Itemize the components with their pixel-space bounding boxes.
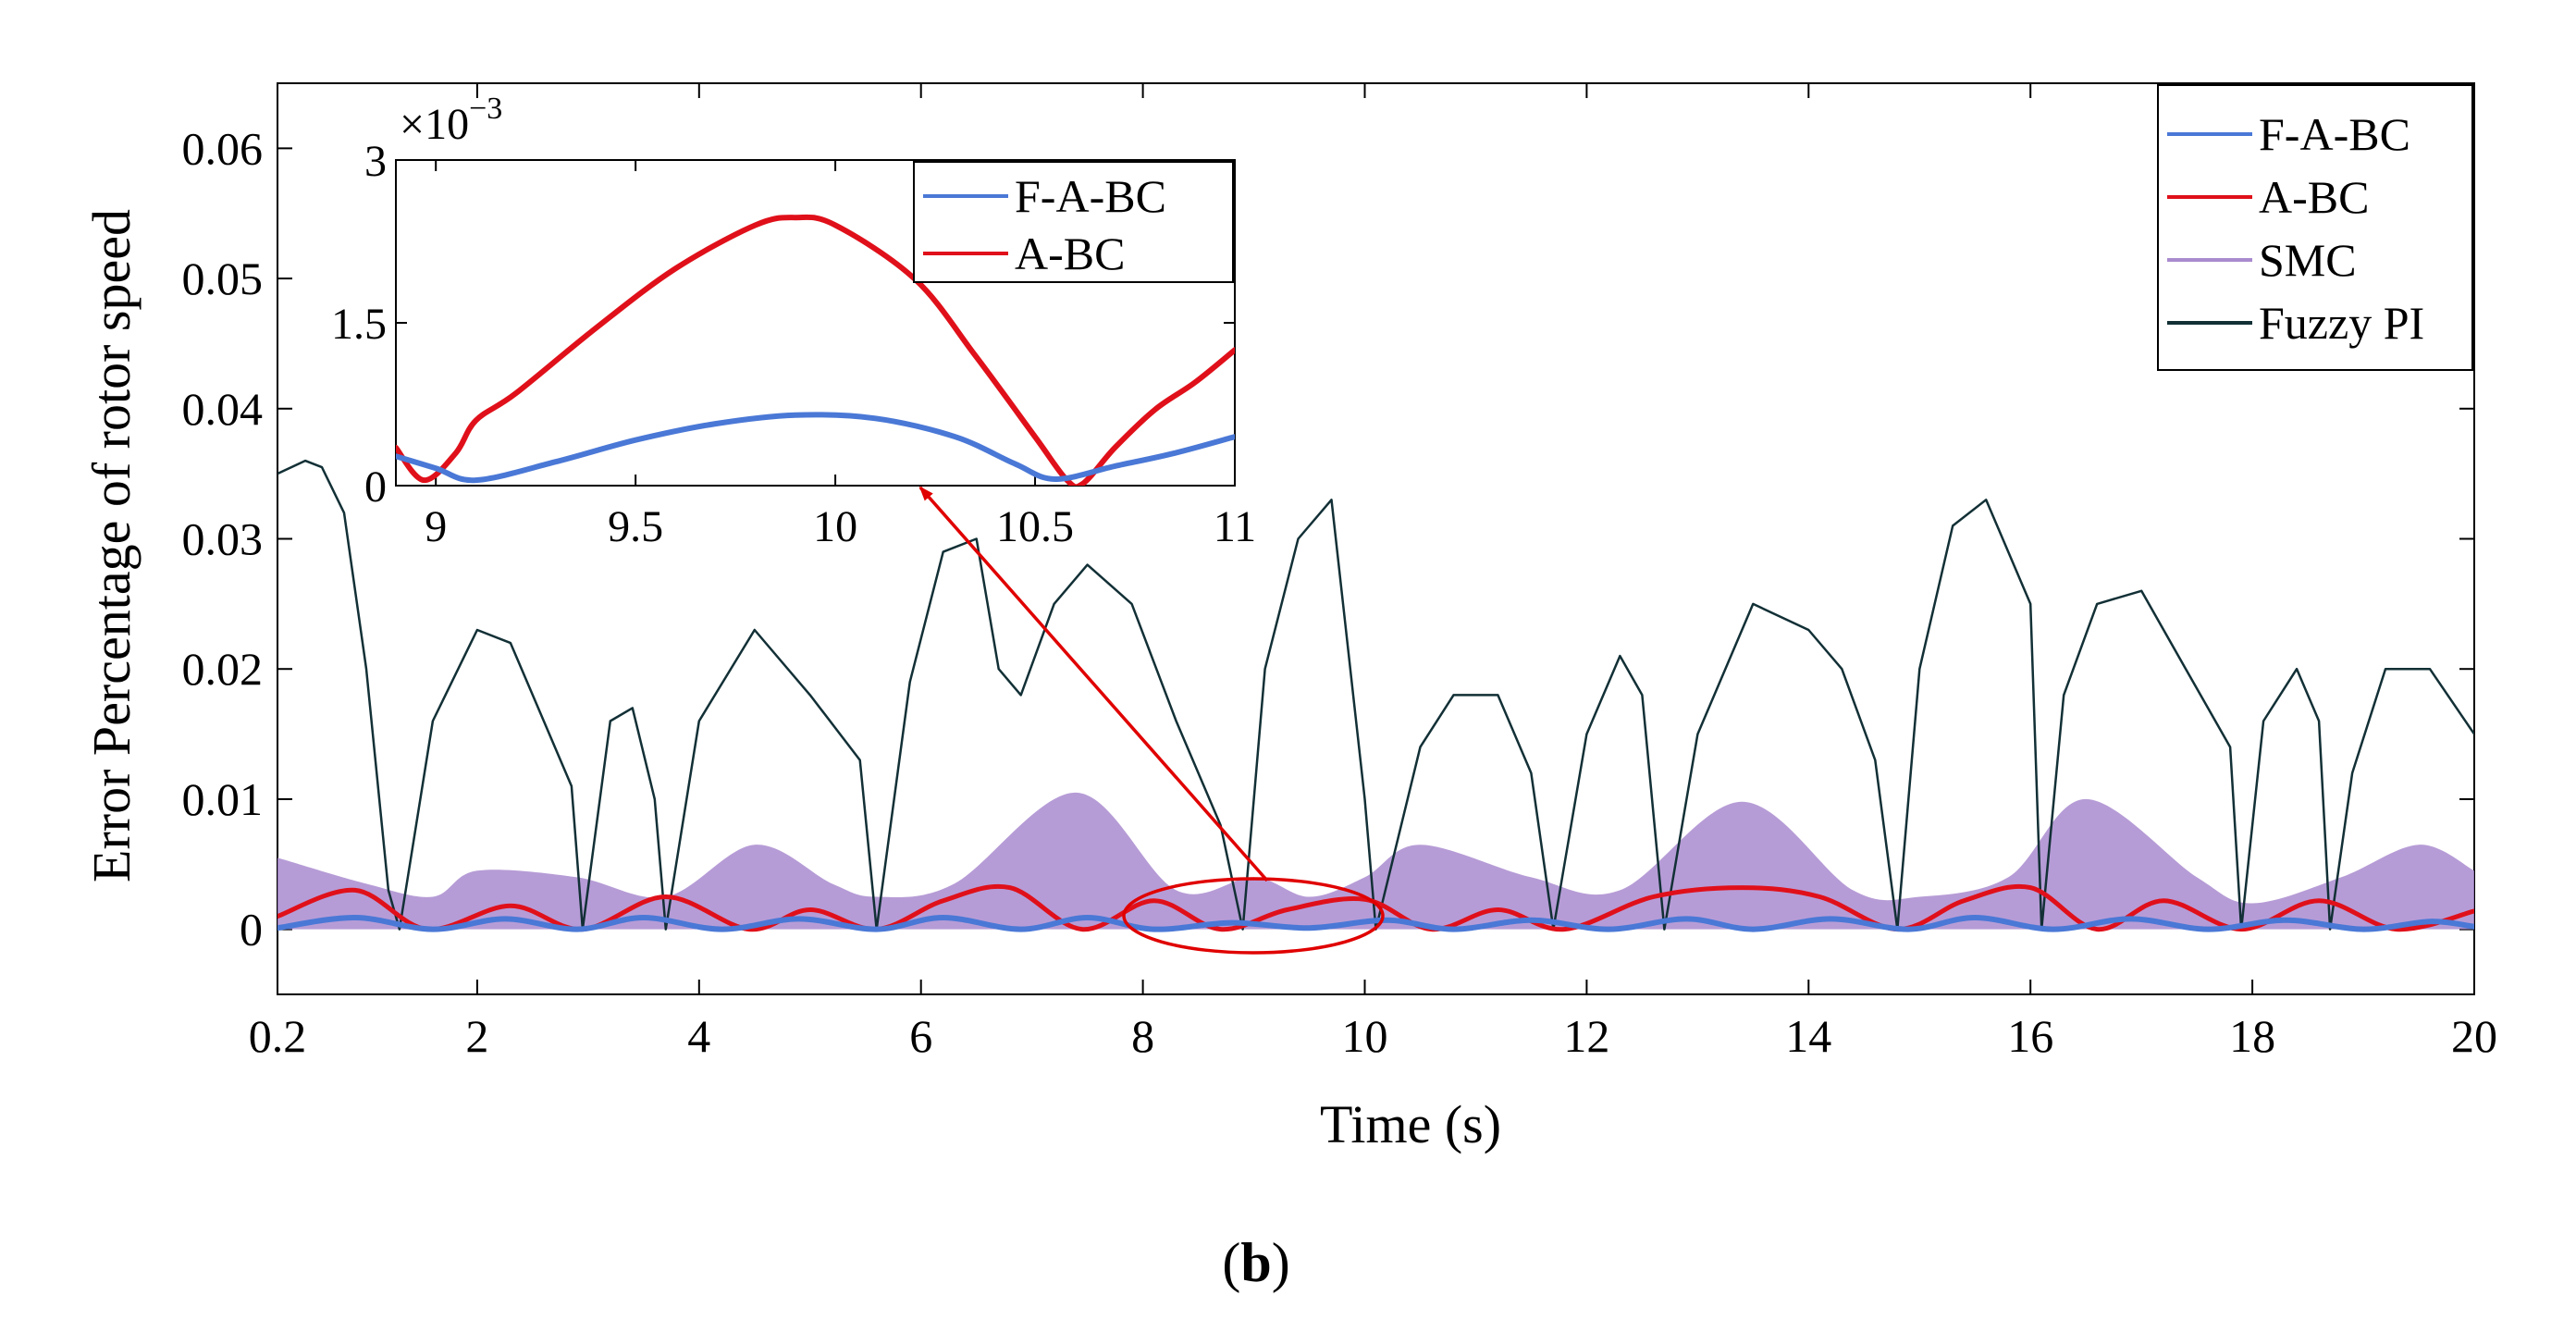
inset-series-a-bc bbox=[396, 214, 1235, 486]
inset-legend-label-f-a-bc: F-A-BC bbox=[1015, 170, 1166, 222]
x-tick-label: 0.2 bbox=[249, 1010, 307, 1062]
inset-exponent-base: ×10 bbox=[400, 100, 469, 149]
x-tick-label: 8 bbox=[1131, 1010, 1154, 1062]
inset-legend: F-A-BC A-BC bbox=[913, 161, 1234, 283]
legend-label-smc: SMC bbox=[2259, 234, 2357, 286]
x-tick-label: 6 bbox=[909, 1010, 932, 1062]
x-tick-label: 2 bbox=[465, 1010, 488, 1062]
y-tick-label: 0.05 bbox=[182, 253, 264, 304]
series-f-a-bc bbox=[277, 914, 2474, 932]
zoom-arrow bbox=[918, 486, 1269, 882]
x-tick-label: 16 bbox=[2007, 1010, 2053, 1062]
x-tick-label: 20 bbox=[2451, 1010, 2497, 1062]
x-tick-label: 10.5 bbox=[996, 502, 1074, 551]
x-tick-label: 9.5 bbox=[608, 502, 663, 551]
caption-close-paren: ) bbox=[1272, 1232, 1290, 1293]
main-series-group bbox=[277, 459, 2474, 932]
main-y-axis-label: Error Percentage of rotor speed bbox=[81, 209, 142, 882]
series-a-bc bbox=[277, 883, 2474, 932]
y-tick-label: 0.06 bbox=[182, 122, 264, 174]
y-tick-label: 0.01 bbox=[182, 773, 264, 825]
x-tick-label: 14 bbox=[1785, 1010, 1831, 1062]
series-smc bbox=[277, 792, 2474, 930]
legend-label-a-bc: A-BC bbox=[2259, 171, 2369, 223]
y-tick-label: 1.5 bbox=[331, 300, 387, 349]
inset-series-f-a-bc bbox=[396, 412, 1235, 484]
series-fuzzy-pi bbox=[277, 459, 2474, 931]
main-x-axis-label: Time (s) bbox=[1320, 1094, 1501, 1154]
y-tick-label: 0.03 bbox=[182, 513, 264, 565]
zoom-region-ellipse bbox=[1122, 877, 1385, 955]
inset-legend-label-a-bc: A-BC bbox=[1015, 228, 1125, 279]
inset-axis-ticks: 9 9.5 10 10.5 11 0 1.5 3 bbox=[331, 137, 1256, 551]
x-tick-label: 12 bbox=[1563, 1010, 1609, 1062]
figure-caption: (b) bbox=[1222, 1232, 1289, 1293]
legend-label-f-a-bc: F-A-BC bbox=[2259, 108, 2410, 160]
inset-exponent-label: ×10−3 bbox=[400, 92, 502, 149]
main-axis-ticks: 0.2 2 4 6 8 10 12 14 16 18 20 0 0.01 0.02 0.03 0.04 0.05… bbox=[182, 83, 2497, 1062]
legend-label-fuzzy-pi: Fuzzy PI bbox=[2259, 297, 2424, 349]
main-legend: F-A-BC A-BC SMC Fuzzy PI bbox=[2157, 84, 2473, 371]
y-tick-label: 0 bbox=[240, 904, 263, 956]
y-tick-label: 0 bbox=[364, 462, 387, 512]
y-tick-label: 0.02 bbox=[182, 643, 264, 695]
caption-open-paren: ( bbox=[1222, 1232, 1240, 1293]
x-tick-label: 9 bbox=[425, 502, 447, 551]
x-tick-label: 4 bbox=[687, 1010, 710, 1062]
y-tick-label: 3 bbox=[364, 137, 387, 186]
x-tick-label: 18 bbox=[2229, 1010, 2275, 1062]
inset-series-group bbox=[396, 214, 1235, 486]
caption-letter: b bbox=[1240, 1232, 1271, 1293]
x-tick-label: 10 bbox=[813, 502, 857, 551]
x-tick-label: 11 bbox=[1214, 502, 1256, 551]
inset-exponent-power: −3 bbox=[469, 92, 502, 126]
y-tick-label: 0.04 bbox=[182, 383, 264, 435]
x-tick-label: 10 bbox=[1342, 1010, 1388, 1062]
inset-legend-box bbox=[913, 161, 1234, 283]
